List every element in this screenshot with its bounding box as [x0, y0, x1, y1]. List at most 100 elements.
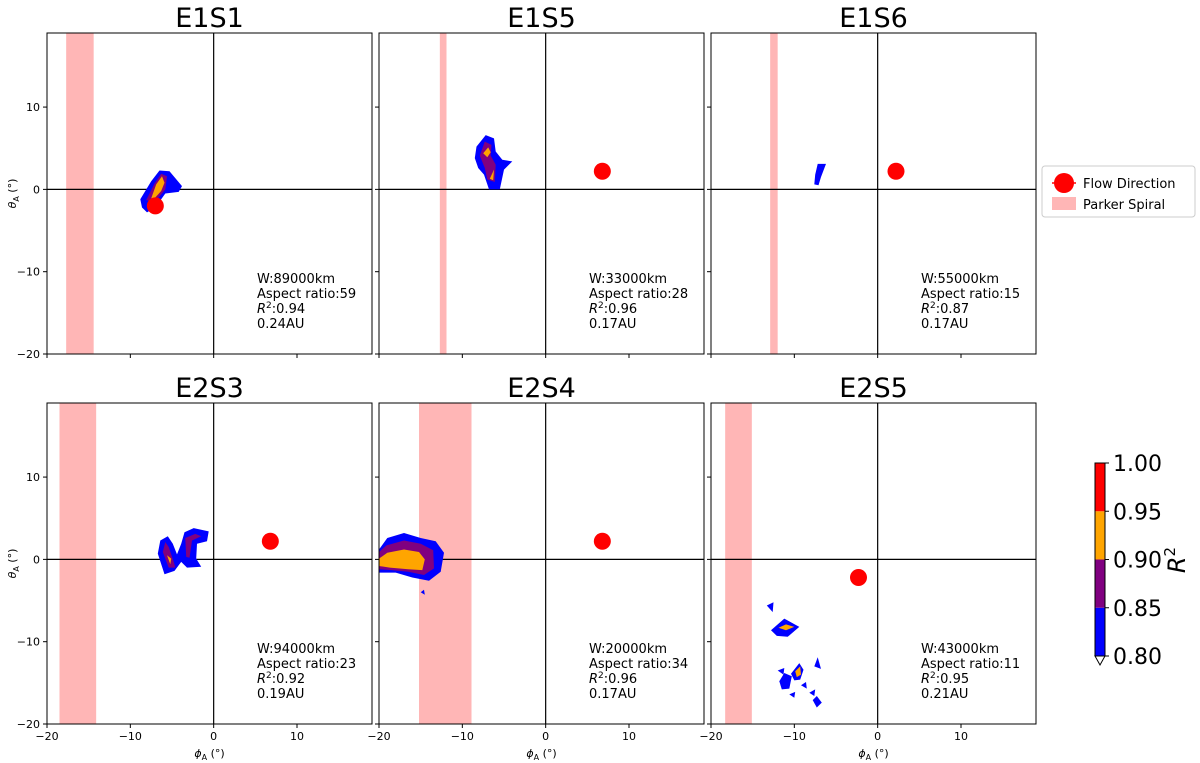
contour-level [814, 163, 826, 186]
x-tick-label: −20 [367, 730, 390, 743]
y-axis-label: θA (°) [6, 179, 21, 209]
x-tick-label: 10 [622, 730, 636, 743]
parker-spiral-band [66, 33, 94, 354]
annotation-width: W:20000km [589, 642, 667, 657]
y-tick-label: −10 [17, 266, 40, 279]
x-tick-label: 0 [542, 730, 549, 743]
x-axis-label: ϕA (°) [194, 747, 224, 762]
colorbar-segment [1095, 559, 1105, 608]
panel-title: E2S4 [507, 373, 576, 404]
parker-spiral-band [725, 403, 752, 724]
annotation-width: W:43000km [921, 642, 999, 657]
x-axis-label: ϕA (°) [526, 747, 556, 762]
flow-direction-marker [887, 162, 905, 180]
annotation-distance: 0.17AU [589, 687, 636, 702]
flow-direction-marker [593, 162, 611, 180]
colorbar-tick-label: 1.00 [1113, 452, 1162, 477]
y-axis-unit: (°) [6, 549, 19, 567]
annotation-aspect-ratio: Aspect ratio:23 [257, 657, 356, 672]
colorbar-segment [1095, 463, 1105, 512]
colorbar-extend-arrow [1094, 655, 1106, 667]
legend-parker-label: Parker Spiral [1083, 198, 1165, 213]
y-axis-subscript: A [12, 196, 21, 202]
x-tick-label: −20 [35, 730, 58, 743]
panel-plot-area [379, 33, 704, 354]
flow-direction-marker [850, 568, 867, 586]
contour-level [778, 624, 795, 631]
x-axis-label: ϕA (°) [858, 747, 888, 762]
annotation-r2-value: :0.95 [936, 672, 969, 687]
y-axis-subscript: A [12, 566, 21, 572]
annotation-distance: 0.19AU [257, 687, 304, 702]
annotation-r2-symbol: R [921, 672, 930, 687]
annotation-r2-sup: 2 [930, 301, 936, 311]
x-axis-subscript: A [534, 753, 540, 762]
panel-frame [46, 32, 373, 355]
annotation-width: W:89000km [257, 272, 335, 287]
contour-level [185, 533, 202, 558]
annotation-r2-symbol: R [257, 672, 266, 687]
annotation-width: W:94000km [257, 642, 335, 657]
x-tick-label: −10 [783, 730, 806, 743]
y-axis-unit: (°) [6, 179, 19, 197]
annotation-aspect-ratio: Aspect ratio:28 [589, 287, 688, 302]
contour-level [489, 169, 494, 181]
x-tick-label: −10 [451, 730, 474, 743]
parker-spiral-band [770, 33, 778, 354]
panel-title: E1S1 [175, 3, 244, 34]
annotation-r2-symbol: R [257, 302, 266, 317]
annotation-aspect-ratio: Aspect ratio:15 [921, 287, 1020, 302]
panel-plot-area [711, 33, 1036, 354]
contour-level [789, 691, 796, 698]
panel-title: E1S5 [507, 3, 576, 34]
legend: Flow Direction Parker Spiral [1041, 165, 1196, 218]
x-axis-subscript: A [202, 753, 208, 762]
x-axis-unit: (°) [207, 747, 225, 760]
contour-level [812, 696, 822, 708]
x-axis-symbol: ϕ [858, 747, 865, 760]
colorbar-tick-label: 0.95 [1113, 500, 1162, 525]
colorbar-label-symbol: R [1163, 556, 1191, 573]
panel-frame [378, 402, 705, 725]
annotation-width: W:33000km [589, 272, 667, 287]
annotation-distance: 0.24AU [257, 317, 304, 332]
annotation-r2-value: :0.96 [604, 302, 637, 317]
x-axis-symbol: ϕ [526, 747, 533, 760]
y-tick-label: −20 [17, 348, 40, 361]
annotation-distance: 0.17AU [921, 317, 968, 332]
y-tick-label: −10 [17, 636, 40, 649]
x-tick-label: 10 [954, 730, 968, 743]
annotation-r2-value: :0.94 [272, 302, 305, 317]
x-tick-label: 0 [874, 730, 881, 743]
panel-plot-area [379, 403, 704, 724]
colorbar-label-sup: 2 [1161, 547, 1179, 557]
annotation-r2-symbol: R [589, 302, 598, 317]
contour-level [814, 657, 821, 669]
x-axis-unit: (°) [539, 747, 557, 760]
annotation-distance: 0.17AU [589, 317, 636, 332]
legend-frame [1041, 165, 1196, 218]
colorbar-tick-label: 0.85 [1113, 597, 1162, 622]
panel-title: E2S5 [839, 373, 908, 404]
annotation-r2: R2:0.96 [589, 671, 637, 687]
annotation-r2-value: :0.87 [936, 302, 969, 317]
annotation-r2-sup: 2 [266, 301, 272, 311]
contour-level [162, 542, 176, 568]
annotation-distance: 0.21AU [921, 687, 968, 702]
x-tick-label: 0 [210, 730, 217, 743]
contour-level [151, 176, 165, 199]
annotation-r2-symbol: R [921, 302, 930, 317]
y-tick-label: 10 [26, 471, 40, 484]
x-tick-label: −10 [119, 730, 142, 743]
flow-direction-marker [261, 532, 279, 550]
contour-level [801, 682, 807, 689]
annotation-r2-value: :0.96 [604, 672, 637, 687]
x-tick-label: −20 [699, 730, 722, 743]
